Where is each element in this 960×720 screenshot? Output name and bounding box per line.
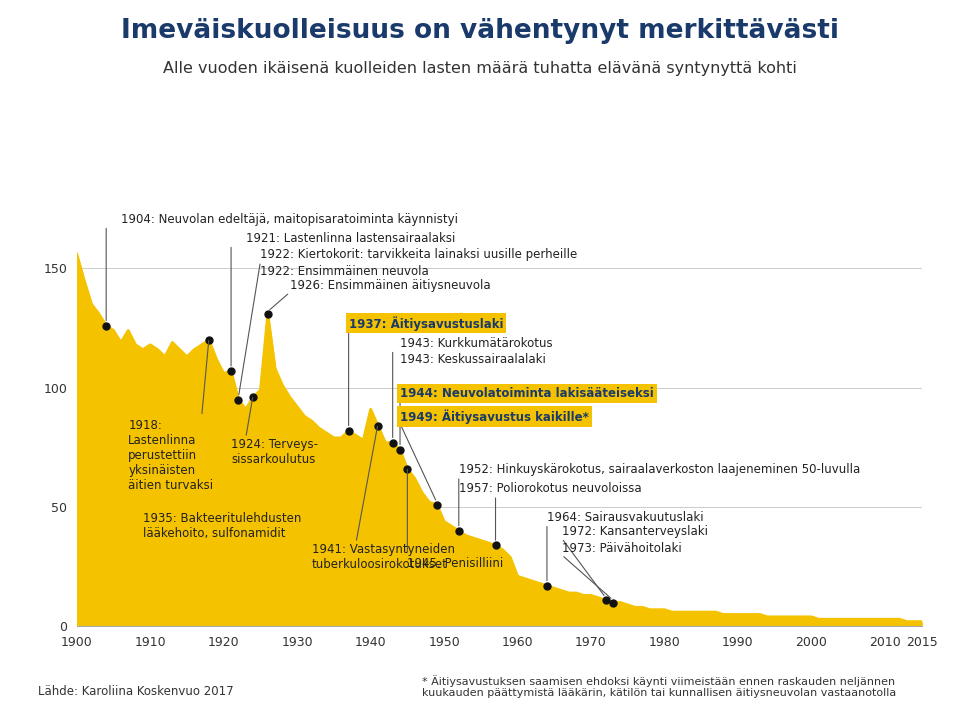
Text: 1935: Bakteeritulehdusten
lääkehoito, sulfonamidit: 1935: Bakteeritulehdusten lääkehoito, su… [143, 512, 301, 540]
Text: 1972: Kansanterveyslaki: 1972: Kansanterveyslaki [562, 525, 708, 538]
Text: 1918:
Lastenlinna
perustettiin
yksinäisten
äitien turvaksi: 1918: Lastenlinna perustettiin yksinäist… [129, 419, 213, 492]
Text: 1952: Hinkuyskärokotus, sairaalaverkoston laajeneminen 50-luvulla: 1952: Hinkuyskärokotus, sairaalaverkosto… [459, 463, 860, 476]
Text: 1921: Lastenlinna lastensairaalaksi: 1921: Lastenlinna lastensairaalaksi [246, 232, 455, 245]
Text: * Äitiysavustuksen saamisen ehdoksi käynti viimeistään ennen raskauden neljännen: * Äitiysavustuksen saamisen ehdoksi käyn… [422, 675, 897, 698]
Text: Lähde: Karoliina Koskenvuo 2017: Lähde: Karoliina Koskenvuo 2017 [38, 685, 234, 698]
Text: 1943: Kurkkumätärokotus: 1943: Kurkkumätärokotus [400, 336, 553, 350]
Text: 1949: Äitiysavustus kaikille*: 1949: Äitiysavustus kaikille* [400, 409, 588, 423]
Text: 1922: Kiertokorit: tarvikkeita lainaksi uusille perheille: 1922: Kiertokorit: tarvikkeita lainaksi … [260, 248, 578, 261]
Text: 1957: Poliorokotus neuvoloissa: 1957: Poliorokotus neuvoloissa [459, 482, 641, 495]
Text: 1922: Ensimmäinen neuvola: 1922: Ensimmäinen neuvola [260, 265, 429, 278]
Text: 1943: Keskussairaalalaki: 1943: Keskussairaalalaki [400, 354, 546, 366]
Text: 1944: Neuvolatoiminta lakisääteiseksi: 1944: Neuvolatoiminta lakisääteiseksi [400, 387, 654, 400]
Text: 1941: Vastasyntyneiden
tuberkuloosirokotukset: 1941: Vastasyntyneiden tuberkuloosirokot… [312, 543, 455, 571]
Text: Alle vuoden ikäisenä kuolleiden lasten määrä tuhatta elävänä syntynyttä kohti: Alle vuoden ikäisenä kuolleiden lasten m… [163, 61, 797, 76]
Text: Imeväiskuolleisuus on vähentynyt merkittävästi: Imeväiskuolleisuus on vähentynyt merkitt… [121, 18, 839, 44]
Text: 1973: Päivähoitolaki: 1973: Päivähoitolaki [562, 542, 682, 555]
Text: 1926: Ensimmäinen äitiysneuvola: 1926: Ensimmäinen äitiysneuvola [290, 279, 491, 292]
Text: 1937: Äitiysavustuslaki: 1937: Äitiysavustuslaki [348, 316, 503, 330]
Text: 1904: Neuvolan edeltäjä, maitopisaratoiminta käynnistyi: 1904: Neuvolan edeltäjä, maitopisaratoim… [121, 212, 458, 225]
Text: 1924: Terveys-
sissarkoulutus: 1924: Terveys- sissarkoulutus [231, 438, 318, 466]
Text: 1964: Sairausvakuutuslaki: 1964: Sairausvakuutuslaki [547, 510, 704, 523]
Text: 1945: Penisilliini: 1945: Penisilliini [407, 557, 504, 570]
